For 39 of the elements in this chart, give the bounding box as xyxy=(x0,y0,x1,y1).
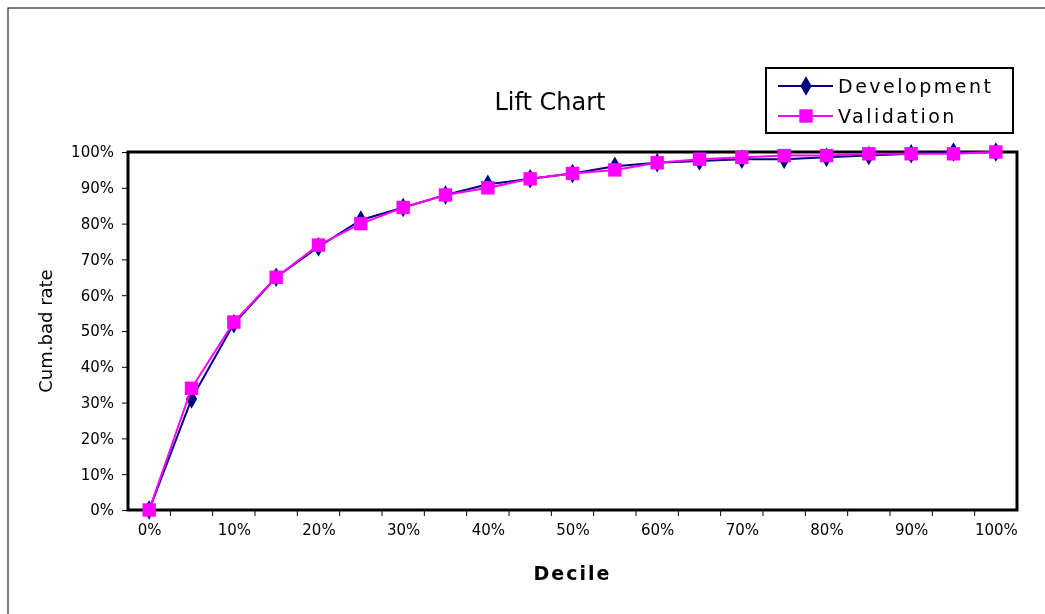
x-tick-label: 80% xyxy=(810,520,844,539)
y-tick-label: 100% xyxy=(71,143,114,162)
y-tick-label: 70% xyxy=(80,250,114,269)
x-tick-label: 40% xyxy=(471,520,506,539)
y-tick-label: 80% xyxy=(80,214,114,233)
x-tick-label: 90% xyxy=(894,520,929,539)
y-tick-label: 30% xyxy=(80,393,114,412)
x-tick-label: 50% xyxy=(556,520,590,539)
legend-label: Development xyxy=(838,75,994,97)
point xyxy=(735,150,749,165)
y-tick-label: 90% xyxy=(80,179,114,198)
x-tick-label: 0% xyxy=(137,520,162,539)
x-tick-label: 20% xyxy=(302,520,336,539)
point xyxy=(311,238,326,252)
x-tick-label: 100% xyxy=(974,520,1018,539)
point xyxy=(777,148,791,163)
point xyxy=(819,148,834,163)
x-tick-label: 30% xyxy=(386,520,421,539)
y-tick-label: 60% xyxy=(80,286,114,305)
x-tick-label: 70% xyxy=(725,520,760,539)
y-axis-title: Cum.bad rate xyxy=(35,269,56,393)
y-tick-label: 0% xyxy=(90,501,114,520)
point xyxy=(608,163,622,177)
y-tick-label: 10% xyxy=(80,465,114,484)
point xyxy=(862,147,876,161)
x-tick-label: 10% xyxy=(217,520,252,539)
y-tick-label: 50% xyxy=(80,322,114,341)
x-axis-title: Decile xyxy=(533,562,612,584)
point xyxy=(946,147,961,161)
point xyxy=(692,152,707,166)
point xyxy=(354,216,368,231)
point xyxy=(184,381,199,395)
point xyxy=(227,315,241,329)
y-tick-label: 20% xyxy=(80,429,114,448)
y-tick-label: 40% xyxy=(80,358,114,377)
legend-label: Validation xyxy=(838,105,957,127)
point xyxy=(481,181,495,195)
x-tick-label: 60% xyxy=(640,520,675,539)
chart-title: Lift Chart xyxy=(494,88,606,116)
